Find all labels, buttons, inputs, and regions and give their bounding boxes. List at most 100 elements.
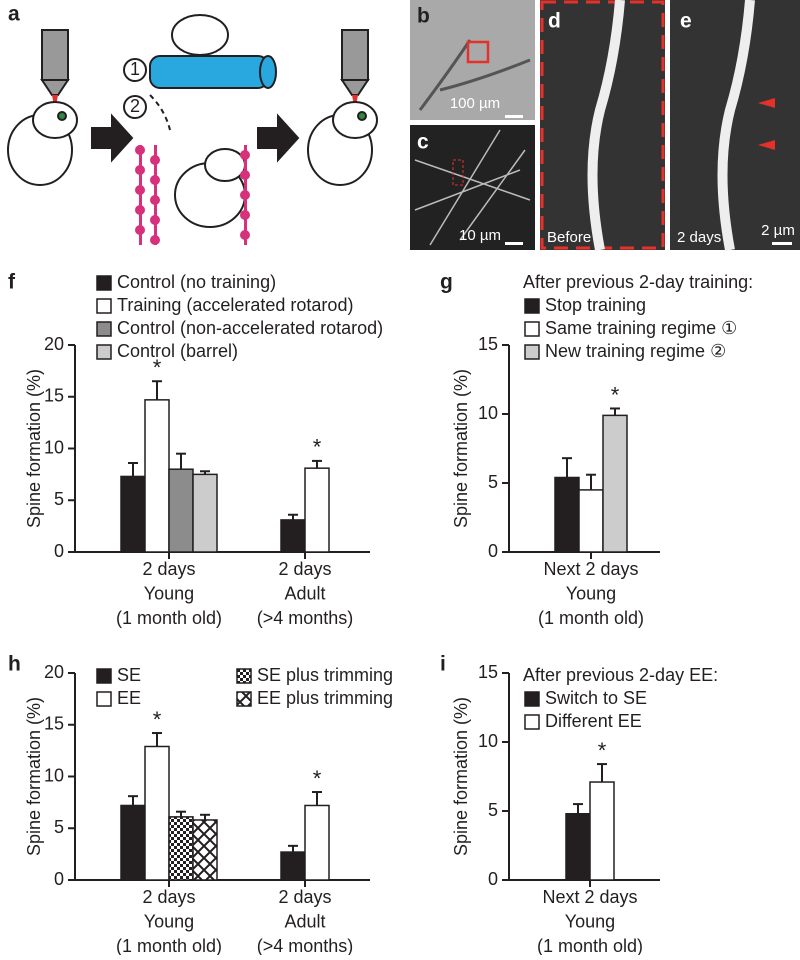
roi-box	[466, 40, 490, 64]
image-e	[670, 0, 800, 250]
y-axis-label: Spine formation (%)	[451, 369, 471, 528]
bar	[304, 467, 330, 553]
y-tick-label: 10	[478, 403, 498, 423]
legend-label: EE plus trimming	[257, 688, 393, 708]
scale-label: 100 µm	[450, 95, 500, 112]
legend-label: SE	[117, 665, 141, 685]
bar	[280, 851, 306, 881]
significance-mark: *	[313, 766, 322, 791]
panel-label: b	[417, 5, 430, 28]
legend-label: Stop training	[545, 295, 646, 315]
x-tick-label: Young	[566, 583, 616, 603]
significance-mark: *	[598, 738, 607, 763]
x-tick-label: (>4 months)	[257, 936, 354, 955]
step-number: 1	[130, 59, 140, 79]
legend-title: After previous 2-day EE:	[523, 665, 718, 685]
x-tick-label: Next 2 days	[543, 559, 638, 579]
y-tick-label: 20	[44, 662, 64, 682]
step-number: 2	[130, 96, 140, 116]
bar	[578, 489, 604, 553]
legend-swatch	[96, 321, 112, 337]
image-b	[410, 0, 535, 120]
significance-mark: *	[313, 435, 322, 460]
y-tick-label: 5	[488, 472, 498, 492]
scale-bars	[505, 115, 792, 245]
x-tick-label: (1 month old)	[537, 936, 643, 955]
panel-label: e	[680, 10, 692, 33]
dendrites	[414, 129, 531, 246]
y-tick-label: 15	[478, 334, 498, 354]
vessels	[418, 39, 531, 111]
x-tick-label: (1 month old)	[116, 936, 222, 955]
bar	[304, 804, 330, 881]
legend-label: Different EE	[545, 711, 642, 731]
legend-swatch	[524, 691, 540, 707]
panel-label: h	[8, 653, 21, 676]
legend-label: EE	[117, 688, 141, 708]
x-tick-label: (>4 months)	[257, 608, 354, 628]
legend-label: SE plus trimming	[257, 665, 393, 685]
legend-label: Switch to SE	[545, 688, 647, 708]
bar	[120, 475, 146, 553]
x-tick-label: Young	[565, 911, 615, 931]
bar	[589, 781, 615, 881]
illustration-a	[7, 14, 378, 228]
y-tick-label: 5	[54, 817, 64, 837]
legend-label: Control (no training)	[117, 272, 276, 292]
panel-label: c	[417, 131, 429, 154]
y-tick-label: 15	[44, 386, 64, 406]
legend-label: Control (non-accelerated rotarod)	[117, 318, 383, 338]
y-tick-label: 0	[54, 869, 64, 889]
bar	[120, 804, 146, 881]
caption: 2 days	[677, 229, 721, 246]
legend-swatch	[236, 668, 252, 684]
x-tick-label: 2 days	[142, 887, 195, 907]
significance-mark: *	[153, 707, 162, 732]
bar	[192, 819, 218, 881]
legend-title: After previous 2-day training:	[523, 272, 753, 292]
legend-swatch	[96, 344, 112, 360]
dendrite	[587, 0, 625, 251]
legend-label: Same training regime ①	[545, 318, 737, 338]
legend-label: New training regime ②	[545, 341, 726, 361]
bar	[144, 745, 170, 881]
panel-label: a	[8, 3, 20, 26]
y-tick-label: 15	[478, 662, 498, 682]
legend-swatch	[96, 668, 112, 684]
bar	[192, 473, 218, 553]
roi-box	[452, 159, 464, 186]
legend-swatch	[96, 691, 112, 707]
significance-mark: *	[611, 382, 620, 407]
scale-label: 2 µm	[761, 222, 795, 239]
y-tick-label: 20	[44, 334, 64, 354]
significance-mark: *	[153, 355, 162, 380]
y-axis-label: Spine formation (%)	[24, 697, 44, 856]
y-tick-label: 0	[54, 541, 64, 561]
y-tick-label: 0	[488, 869, 498, 889]
y-tick-label: 5	[54, 489, 64, 509]
bead-chains	[135, 145, 250, 245]
x-tick-label: Young	[144, 583, 194, 603]
y-tick-label: 10	[478, 731, 498, 751]
x-tick-label: 2 days	[142, 559, 195, 579]
arrowhead	[758, 98, 775, 108]
y-tick-label: 5	[488, 800, 498, 820]
legend-swatch	[236, 691, 252, 707]
y-tick-label: 0	[488, 541, 498, 561]
scale-label: 10 µm	[459, 227, 501, 244]
y-axis-label: Spine formation (%)	[451, 697, 471, 856]
arrowhead	[758, 140, 775, 150]
x-tick-label: 2 days	[278, 559, 331, 579]
legend-swatch	[524, 321, 540, 337]
x-tick-label: (1 month old)	[538, 608, 644, 628]
legend-swatch	[96, 275, 112, 291]
bar	[565, 813, 591, 881]
bar	[280, 519, 306, 553]
panel-label: i	[440, 653, 446, 676]
legend-swatch	[524, 298, 540, 314]
legend-swatch	[524, 344, 540, 360]
legend-label: Training (accelerated rotarod)	[117, 295, 353, 315]
x-tick-label: 2 days	[278, 887, 331, 907]
